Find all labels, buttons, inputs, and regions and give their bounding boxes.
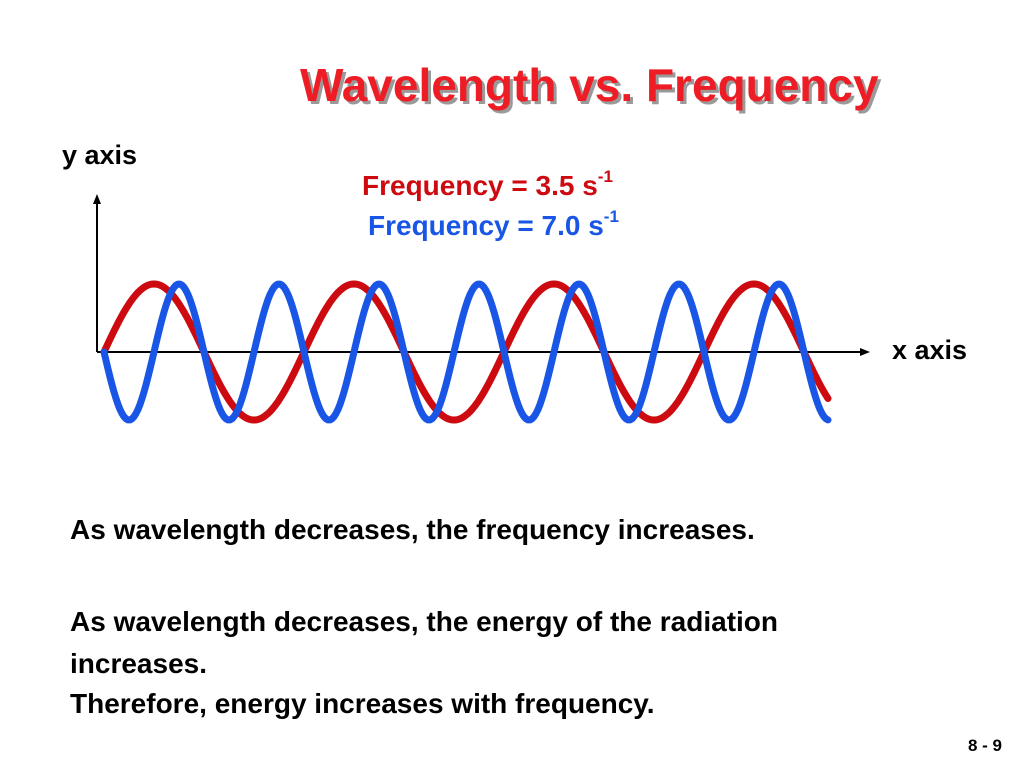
- statement-wavelength-frequency: As wavelength decreases, the frequency i…: [70, 514, 755, 545]
- statement-wavelength-energy: As wavelength decreases, the energy of t…: [70, 606, 778, 637]
- page-number: 8 - 9: [968, 736, 1003, 755]
- x-axis-label: x axis: [892, 335, 968, 365]
- red-wave: [100, 280, 832, 424]
- red-frequency-exponent: -1: [597, 167, 613, 186]
- x-axis-arrow: [860, 348, 870, 356]
- y-axis-label: y axis: [62, 140, 138, 170]
- blue-frequency-label: Frequency = 7.0 s-1: [368, 207, 619, 242]
- statement-energy-frequency: Therefore, energy increases with frequen…: [70, 688, 655, 719]
- statement-wavelength-energy-continued: increases.: [70, 648, 207, 679]
- red-frequency-text: Frequency = 3.5 s: [362, 170, 598, 201]
- slide-title: Wavelength vs. Frequency: [300, 59, 879, 111]
- y-axis-arrow: [93, 194, 101, 204]
- blue-frequency-exponent: -1: [603, 207, 619, 226]
- blue-frequency-text: Frequency = 7.0 s: [368, 210, 604, 241]
- red-frequency-label: Frequency = 3.5 s-1: [362, 167, 613, 202]
- blue-wave: [100, 280, 832, 424]
